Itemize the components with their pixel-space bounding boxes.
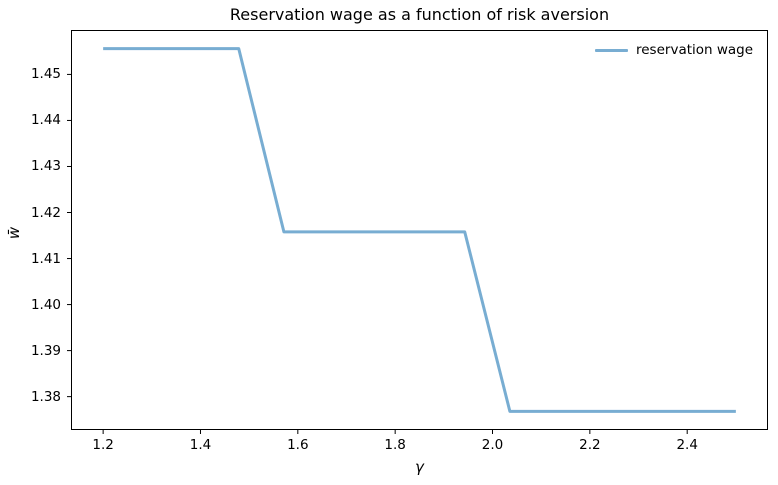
reservation-wage-line <box>103 47 736 413</box>
legend: reservation wage <box>595 43 753 58</box>
legend-label: reservation wage <box>636 42 754 58</box>
y-tick-label: 1.38 <box>30 388 61 405</box>
y-tick-label: 1.41 <box>30 250 61 267</box>
y-tick-label: 1.44 <box>30 112 61 129</box>
x-tick-label: 2.4 <box>676 437 698 453</box>
axes-frame <box>71 30 768 430</box>
y-tick-label: 1.40 <box>30 296 61 313</box>
y-tick-label: 1.45 <box>30 66 61 83</box>
legend-line-swatch <box>595 49 628 52</box>
y-tick-label: 1.43 <box>30 158 61 175</box>
chart-title: Reservation wage as a function of risk a… <box>229 5 610 24</box>
y-tick-label: 1.42 <box>30 204 61 221</box>
x-tick-label: 2.0 <box>481 437 504 453</box>
y-axis-label: w̄ <box>5 226 23 240</box>
x-tick-label: 1.4 <box>189 437 212 453</box>
x-axis-label: γ <box>415 458 424 476</box>
x-tick-label: 1.8 <box>384 437 406 453</box>
x-tick-label: 2.2 <box>579 437 601 453</box>
x-tick-label: 1.6 <box>287 437 309 453</box>
x-tick-label: 1.2 <box>92 437 114 453</box>
y-tick-label: 1.39 <box>30 342 61 359</box>
